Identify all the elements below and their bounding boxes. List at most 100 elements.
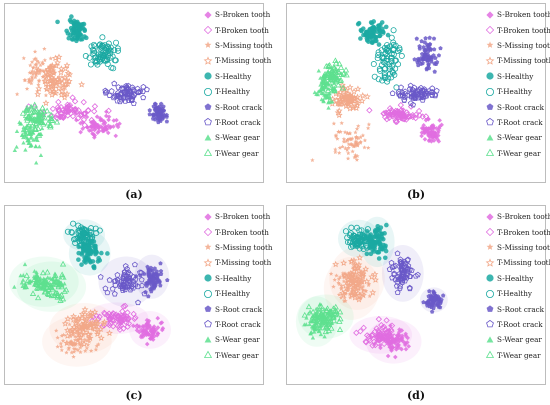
point-s-broken-tooth (423, 117, 429, 123)
point-s-wear-gear (326, 105, 331, 110)
point-s-healthy (376, 241, 382, 247)
point-s-healthy (93, 249, 99, 254)
point-s-root-crack (158, 283, 163, 288)
triangle-marker-icon (485, 148, 495, 157)
point-t-broken-tooth (366, 107, 373, 114)
point-t-missing-tooth (76, 327, 84, 335)
point-t-root-crack (135, 89, 141, 96)
point-t-missing-tooth (350, 276, 358, 283)
point-t-root-crack (97, 273, 104, 280)
legend-item-s-root-crack: S-Root crack (203, 99, 263, 114)
point-s-root-crack (422, 40, 428, 45)
point-t-root-crack (408, 267, 415, 273)
point-t-wear-gear (330, 85, 338, 91)
point-t-missing-tooth (97, 334, 105, 342)
point-s-root-crack (149, 289, 154, 294)
point-t-missing-tooth (67, 327, 75, 335)
point-t-root-crack (129, 96, 136, 103)
point-s-healthy (76, 250, 81, 256)
point-t-root-crack (404, 257, 411, 263)
point-t-broken-tooth (91, 108, 98, 115)
point-s-missing-tooth (358, 139, 363, 144)
point-s-wear-gear (26, 141, 31, 146)
point-t-root-crack (386, 266, 393, 272)
point-s-wear-gear (318, 332, 324, 337)
point-t-missing-tooth (335, 111, 343, 119)
point-t-root-crack (125, 269, 132, 275)
point-t-healthy (381, 66, 388, 73)
point-s-wear-gear (330, 99, 335, 104)
point-s-broken-tooth (388, 345, 393, 350)
point-s-root-crack (154, 108, 159, 113)
point-t-broken-tooth (81, 110, 88, 118)
point-s-missing-tooth (366, 122, 372, 127)
point-t-wear-gear (35, 125, 42, 132)
point-s-broken-tooth (78, 129, 83, 135)
point-t-missing-tooth (87, 312, 94, 319)
point-s-wear-gear (25, 135, 30, 140)
point-t-root-crack (397, 282, 404, 289)
point-s-wear-gear (34, 160, 39, 165)
point-s-broken-tooth (419, 133, 424, 139)
legend-item-s-missing-tooth: S-Missing tooth (203, 240, 273, 255)
point-t-broken-tooth (66, 107, 73, 115)
point-t-broken-tooth (369, 331, 376, 338)
point-s-root-crack (158, 268, 164, 274)
point-s-healthy (376, 25, 382, 31)
point-t-root-crack (139, 282, 145, 289)
point-t-wear-gear (336, 318, 343, 324)
point-t-wear-gear (336, 326, 344, 332)
point-t-broken-tooth (110, 313, 117, 320)
point-t-wear-gear (52, 272, 59, 278)
point-s-missing-tooth (339, 285, 344, 290)
point-t-root-crack (112, 282, 119, 288)
point-s-root-crack (423, 36, 428, 41)
point-t-broken-tooth (131, 315, 138, 323)
point-s-missing-tooth (88, 348, 94, 353)
point-s-root-crack (431, 289, 436, 294)
triangle-marker-icon (485, 350, 495, 359)
point-s-healthy (378, 225, 384, 230)
point-s-healthy (383, 24, 389, 30)
point-t-broken-tooth (357, 328, 364, 335)
point-t-broken-tooth (379, 324, 386, 331)
point-t-wear-gear (52, 289, 59, 296)
legend-label: S-Healthy (215, 71, 252, 81)
point-t-healthy (390, 69, 397, 76)
legend-label: S-Healthy (497, 273, 534, 283)
point-t-wear-gear (337, 64, 345, 70)
point-t-root-crack (391, 270, 398, 277)
point-s-wear-gear (14, 129, 20, 133)
legend-label: S-Root crack (497, 102, 544, 112)
point-t-broken-tooth (54, 111, 61, 119)
point-s-broken-tooth (111, 124, 116, 129)
point-t-healthy (77, 232, 84, 239)
point-s-broken-tooth (78, 120, 83, 126)
point-t-missing-tooth (356, 254, 364, 261)
point-t-wear-gear (24, 277, 32, 283)
point-t-healthy (68, 229, 75, 236)
point-t-broken-tooth (120, 312, 127, 319)
series-t-wear-gear (301, 302, 344, 335)
point-t-broken-tooth (362, 339, 370, 346)
point-s-root-crack (432, 69, 437, 74)
point-s-broken-tooth (115, 124, 121, 130)
point-s-wear-gear (31, 137, 36, 142)
point-t-root-crack (111, 290, 118, 297)
legend-item-t-broken-tooth: T-Broken tooth (203, 224, 269, 239)
point-s-missing-tooth (36, 60, 41, 65)
point-t-healthy (88, 225, 95, 232)
point-t-root-crack (110, 94, 117, 101)
point-t-healthy (375, 52, 382, 59)
point-s-broken-tooth (141, 331, 147, 337)
point-t-missing-tooth (91, 308, 99, 315)
point-s-wear-gear (25, 123, 30, 128)
panel-c: S-Broken tooth T-Broken tooth S-Missing to… (4, 205, 273, 385)
point-s-root-crack (150, 268, 155, 273)
triangle-marker-icon (203, 148, 213, 157)
legend-label: S-Broken tooth (215, 10, 271, 20)
point-s-wear-gear (27, 128, 32, 133)
point-t-wear-gear (330, 305, 337, 311)
point-t-broken-tooth (380, 340, 388, 348)
point-t-broken-tooth (412, 111, 420, 119)
